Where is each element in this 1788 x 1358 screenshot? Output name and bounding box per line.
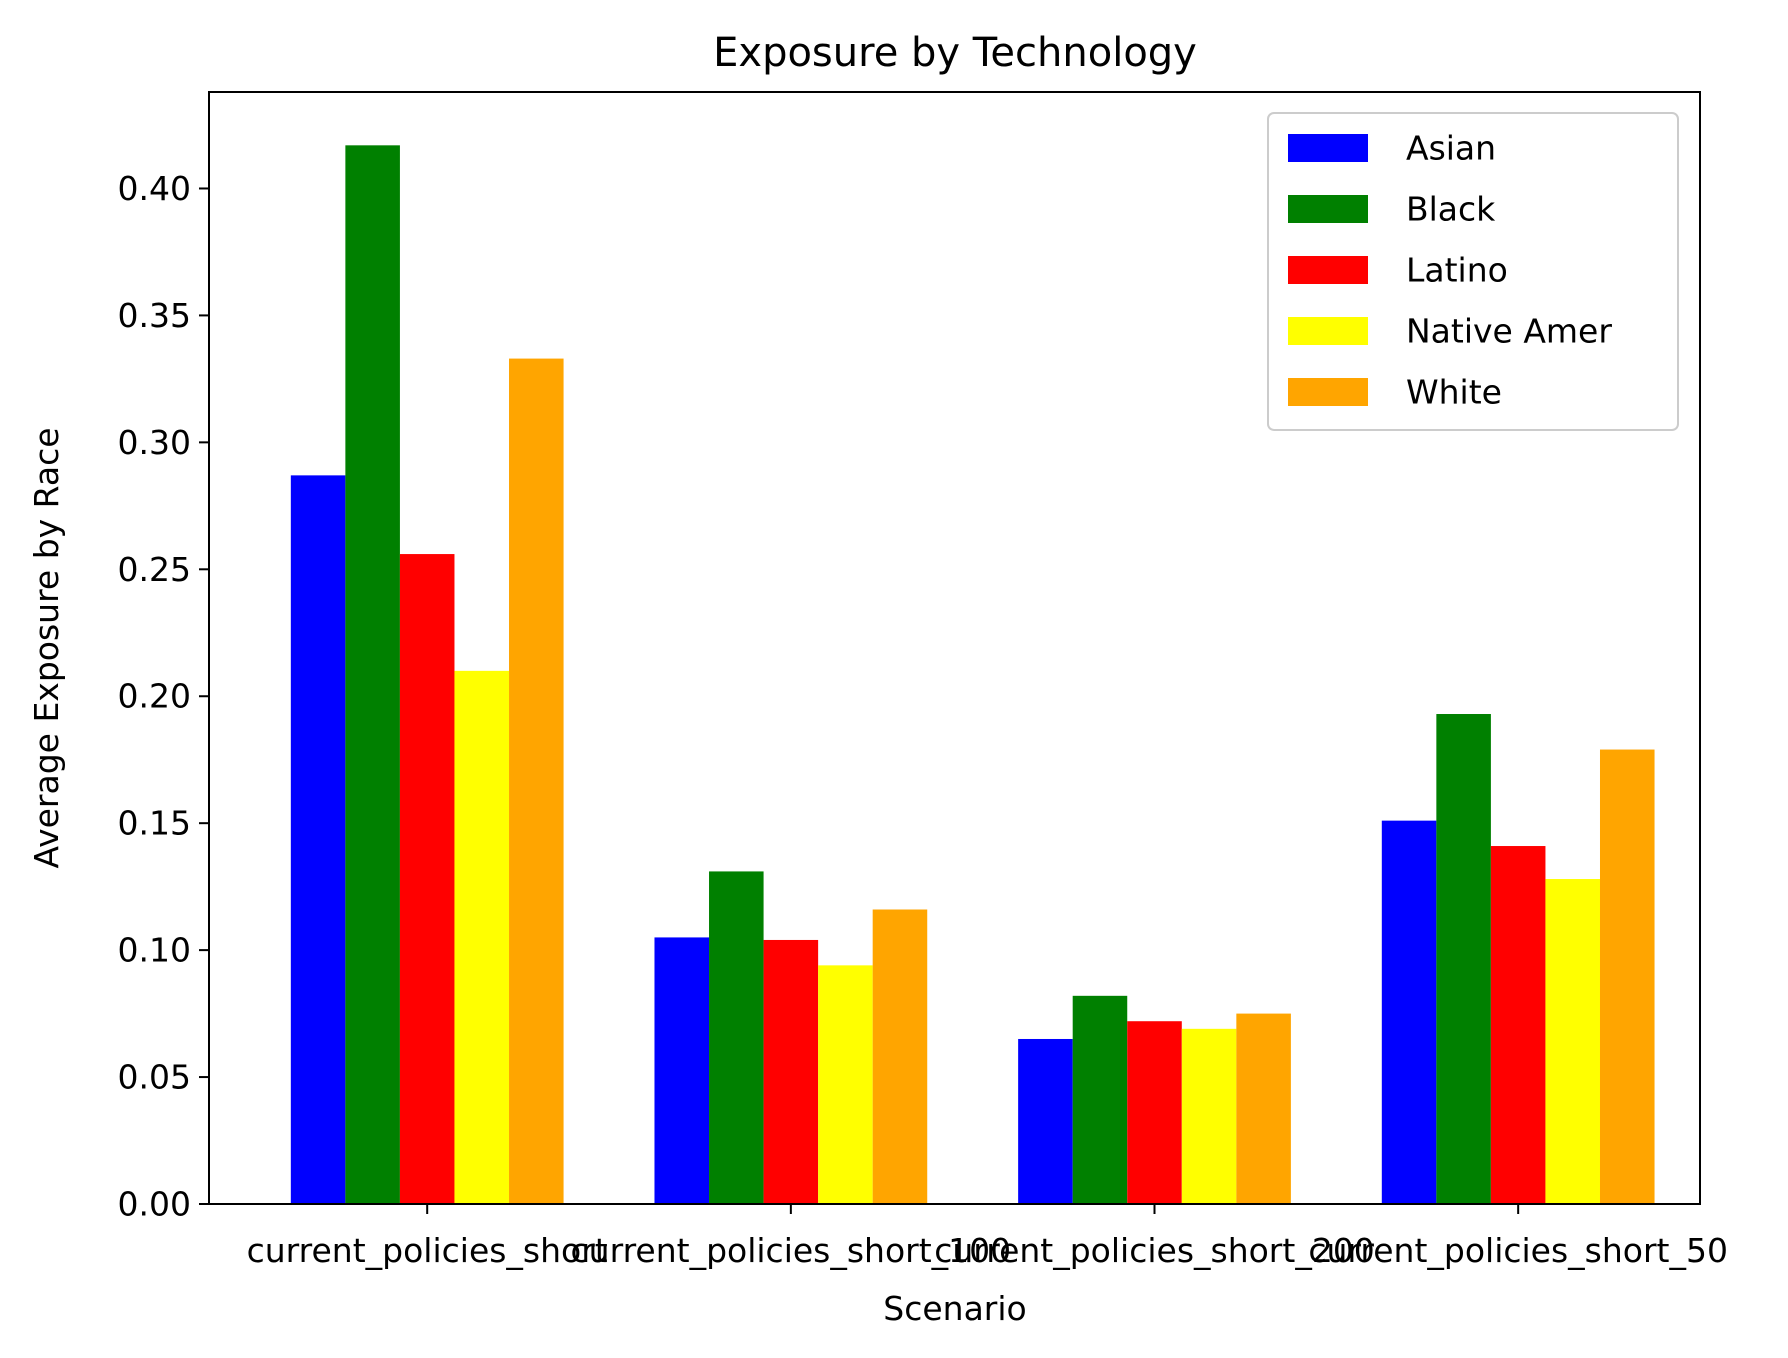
bar-latino-4 bbox=[1490, 846, 1546, 1204]
y-tick-label: 0.40 bbox=[118, 169, 191, 208]
legend: Asian Black Latino Native Amer White bbox=[1267, 112, 1679, 431]
bar-white-1 bbox=[509, 358, 564, 1205]
bar-native-amer-4 bbox=[1545, 879, 1600, 1204]
y-tick-label: 0.05 bbox=[118, 1058, 191, 1097]
x-axis: current_policies_shortcurrent_policies_s… bbox=[247, 1204, 1728, 1270]
y-tick-label: 0.20 bbox=[118, 677, 191, 716]
y-tick-label: 0.15 bbox=[118, 804, 191, 843]
legend-frame bbox=[1267, 112, 1679, 431]
bar-latino-3 bbox=[1127, 1021, 1182, 1204]
legend-swatch-latino bbox=[1288, 256, 1368, 284]
x-tick-label: current_policies_short_200 bbox=[934, 1231, 1375, 1270]
y-tick-label: 0.35 bbox=[118, 296, 191, 335]
bar-native-amer-2 bbox=[818, 965, 873, 1204]
x-tick-label: current_policies_short bbox=[247, 1231, 608, 1270]
legend-items: Asian Black Latino Native Amer White bbox=[1288, 129, 1612, 412]
x-axis-title: Scenario bbox=[883, 1289, 1026, 1328]
bar-black-2 bbox=[709, 871, 764, 1204]
bar-asian-4 bbox=[1381, 820, 1437, 1204]
y-axis-title: Average Exposure by Race bbox=[27, 427, 66, 868]
bar-asian-1 bbox=[290, 475, 346, 1204]
x-tick-label: current_policies_short_100 bbox=[571, 1231, 1012, 1270]
legend-label-latino: Latino bbox=[1406, 251, 1508, 290]
legend-swatch-white bbox=[1288, 378, 1368, 406]
bar-native-amer-1 bbox=[454, 670, 510, 1204]
y-tick-label: 0.30 bbox=[118, 423, 191, 462]
y-tick-label: 0.10 bbox=[118, 931, 191, 970]
legend-swatch-asian bbox=[1288, 134, 1368, 162]
legend-swatch-native-amer bbox=[1288, 317, 1368, 345]
bar-asian-2 bbox=[654, 937, 710, 1204]
bar-latino-2 bbox=[763, 939, 819, 1204]
bar-black-1 bbox=[345, 145, 400, 1204]
bar-latino-1 bbox=[399, 554, 455, 1204]
legend-label-asian: Asian bbox=[1406, 129, 1496, 168]
y-axis: 0.00 0.05 0.10 0.15 0.20 0.25 0.30 0.35 0.40 bbox=[118, 169, 209, 1224]
plot-frame bbox=[208, 91, 1701, 1205]
y-tick-label: 0.25 bbox=[118, 550, 191, 589]
legend-label-black: Black bbox=[1406, 190, 1496, 229]
bar-white-3 bbox=[1236, 1013, 1291, 1204]
bar-black-4 bbox=[1436, 714, 1491, 1204]
bar-asian-3 bbox=[1018, 1038, 1073, 1204]
legend-label-white: White bbox=[1406, 373, 1502, 412]
y-tick-label: 0.00 bbox=[118, 1185, 191, 1224]
bar-black-3 bbox=[1072, 995, 1128, 1204]
bar-white-4 bbox=[1599, 749, 1655, 1204]
legend-label-native-amer: Native Amer bbox=[1406, 312, 1612, 351]
chart-title: Exposure by Technology bbox=[713, 30, 1197, 76]
legend-swatch-black bbox=[1288, 195, 1368, 223]
bar-native-amer-3 bbox=[1181, 1028, 1237, 1204]
bar-white-2 bbox=[872, 909, 928, 1204]
x-tick-label: current_policies_short_50 bbox=[1308, 1231, 1728, 1270]
bars-layer bbox=[290, 145, 1655, 1205]
